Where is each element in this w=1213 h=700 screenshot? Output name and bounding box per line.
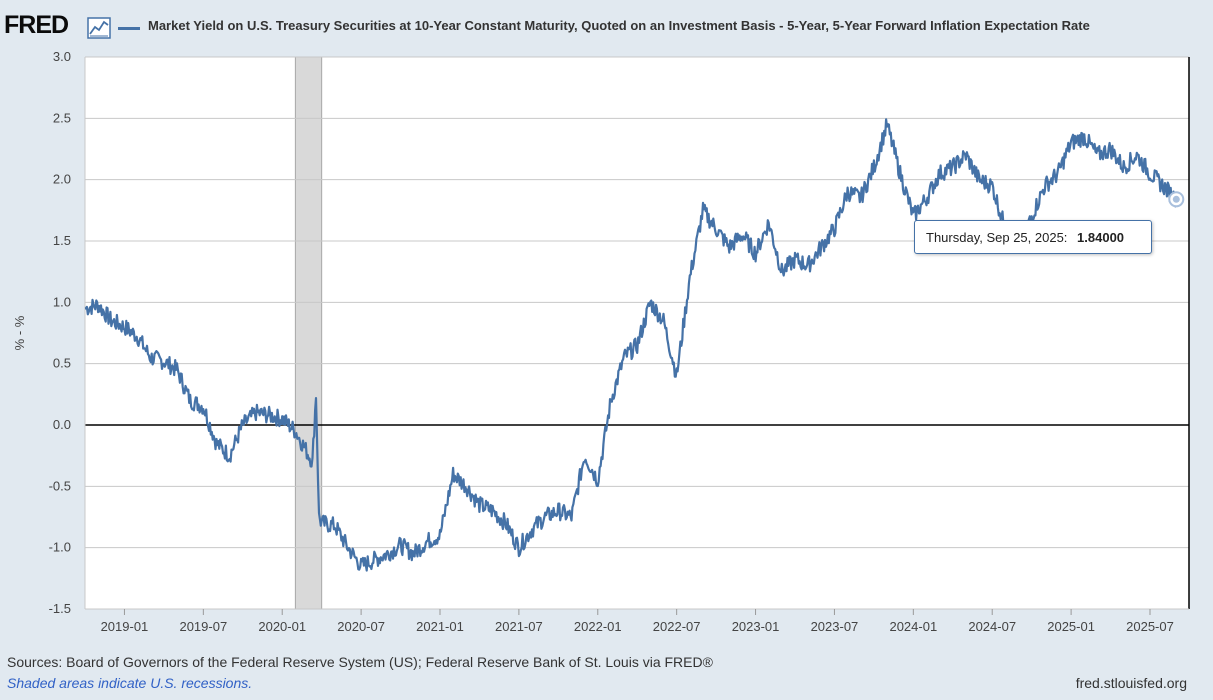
y-tick-label: 2.0 xyxy=(53,172,71,187)
tooltip-label: Thursday, Sep 25, 2025: xyxy=(926,230,1068,245)
x-tick-label: 2020-07 xyxy=(337,619,385,634)
recession-shade xyxy=(294,56,323,610)
sources-note: Sources: Board of Governors of the Feder… xyxy=(7,654,713,670)
plot-background xyxy=(85,57,1189,609)
x-tick-label: 2021-01 xyxy=(416,619,464,634)
y-tick-label: -1.5 xyxy=(49,601,71,616)
x-tick-label: 2022-01 xyxy=(574,619,622,634)
x-tick-label: 2025-01 xyxy=(1047,619,1095,634)
x-tick-label: 2019-01 xyxy=(101,619,149,634)
chart-header: FRED Market Yield on U.S. Treasury Secur… xyxy=(0,6,1213,40)
y-axis-label: % - % xyxy=(12,315,27,350)
x-tick-label: 2022-07 xyxy=(653,619,701,634)
x-tick-label: 2024-01 xyxy=(889,619,937,634)
legend-swatch xyxy=(118,27,140,30)
line-chart[interactable]: 3.0 2.5 2.0 1.5 1.0 0.5 0.0 -0.5 -1.0 -1.5 2019-01… xyxy=(0,42,1213,652)
fred-chart-icon[interactable] xyxy=(87,17,111,39)
x-tick-label: 2023-01 xyxy=(732,619,780,634)
chart-title: Market Yield on U.S. Treasury Securities… xyxy=(148,18,1090,33)
y-tick-label: 0.5 xyxy=(53,356,71,371)
x-tick-label: 2023-07 xyxy=(811,619,859,634)
hover-marker-dot xyxy=(1172,195,1180,203)
y-tick-label: 1.5 xyxy=(53,233,71,248)
x-tick-label: 2025-07 xyxy=(1126,619,1174,634)
x-tick-label: 2020-01 xyxy=(258,619,306,634)
y-tick-label: 1.0 xyxy=(53,294,71,309)
site-url[interactable]: fred.stlouisfed.org xyxy=(1075,675,1187,691)
x-tick-label: 2019-07 xyxy=(179,619,227,634)
chart-area[interactable]: 3.0 2.5 2.0 1.5 1.0 0.5 0.0 -0.5 -1.0 -1.5 2019-01… xyxy=(0,42,1213,652)
data-tooltip: Thursday, Sep 25, 2025: 1.84000 xyxy=(914,220,1152,254)
y-tick-label: 2.5 xyxy=(53,110,71,125)
tooltip-value: 1.84000 xyxy=(1077,230,1125,245)
y-tick-label: -0.5 xyxy=(49,478,71,493)
series-line[interactable] xyxy=(84,118,1178,572)
x-tick-label: 2021-07 xyxy=(495,619,543,634)
y-tick-label: 3.0 xyxy=(53,49,71,64)
x-tick-label: 2024-07 xyxy=(968,619,1016,634)
fred-logo[interactable]: FRED xyxy=(4,11,69,39)
y-tick-label: -1.0 xyxy=(49,540,71,555)
y-tick-label: 0.0 xyxy=(53,417,71,432)
recession-note[interactable]: Shaded areas indicate U.S. recessions. xyxy=(7,675,253,691)
